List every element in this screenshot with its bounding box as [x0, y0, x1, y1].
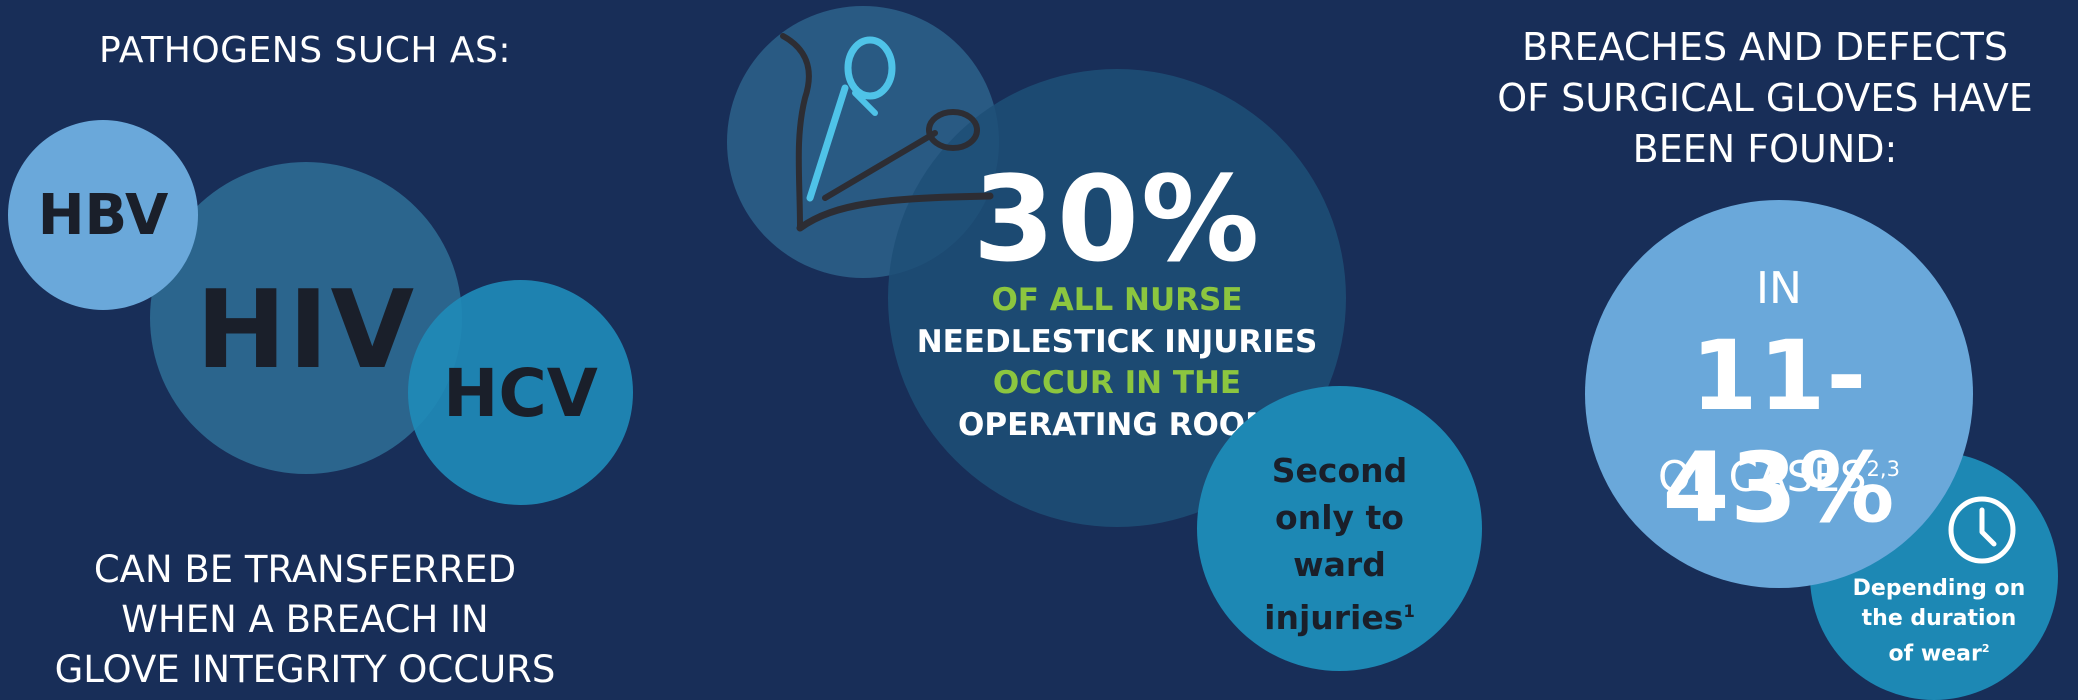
- footnote-ref: 2,3: [1866, 457, 1900, 481]
- stat-line-2: NEEDLESTICK INJURIES: [916, 324, 1318, 360]
- footnote-ref: 2: [1981, 642, 1990, 655]
- duration-line: Depending on: [1852, 576, 2026, 601]
- duration-line: the duration: [1861, 606, 2017, 631]
- hcv-label: HCV: [443, 355, 598, 432]
- cases-label: OF CASES2,3: [1658, 452, 1900, 501]
- second-line: only to: [1275, 498, 1404, 537]
- duration-text: Depending on the duration of wear2: [1840, 574, 2038, 669]
- stat-line-1: OF ALL NURSE: [991, 282, 1243, 318]
- transfer-line: CAN BE TRANSFERRED: [93, 548, 517, 591]
- hbv-label: HBV: [37, 183, 169, 248]
- hiv-circle: [150, 162, 462, 474]
- breach-line: BREACHES AND DEFECTS: [1522, 25, 2008, 69]
- stat-line-4: OPERATING ROOM: [958, 407, 1276, 443]
- cases-circle: [1585, 200, 1973, 588]
- breach-line: BEEN FOUND:: [1632, 127, 1898, 171]
- transfer-statement: CAN BE TRANSFERRED WHEN A BREACH IN GLOV…: [20, 545, 590, 695]
- pathogens-title: PATHOGENS SUCH AS:: [99, 30, 511, 71]
- surgical-scissors-icon: [780, 33, 994, 232]
- second-line: Second: [1271, 451, 1408, 490]
- percent-range: 11-43%: [1662, 320, 1896, 544]
- second-line: ward: [1293, 545, 1386, 584]
- hcv-circle: [408, 280, 633, 505]
- hbv-circle: [8, 120, 198, 310]
- transfer-line: GLOVE INTEGRITY OCCURS: [54, 648, 556, 691]
- second-only-text: Second only to ward injuries1: [1197, 447, 1482, 641]
- in-label: IN: [1756, 263, 1802, 314]
- suture-needle-icon: [780, 33, 812, 231]
- clock-icon: [1948, 496, 2016, 564]
- footnote-ref: 1: [1403, 602, 1415, 621]
- transfer-line: WHEN A BREACH IN: [121, 598, 489, 641]
- hiv-label: HIV: [195, 268, 417, 393]
- breaches-title: BREACHES AND DEFECTS OF SURGICAL GLOVES …: [1470, 22, 2060, 175]
- stat-30-percent: 30%: [972, 150, 1262, 288]
- duration-line: of wear2: [1888, 641, 1990, 667]
- breach-line: OF SURGICAL GLOVES HAVE: [1497, 76, 2033, 120]
- second-line: injuries1: [1264, 598, 1415, 637]
- second-circle: [1197, 386, 1482, 671]
- stat-line-3: OCCUR IN THE: [992, 365, 1242, 401]
